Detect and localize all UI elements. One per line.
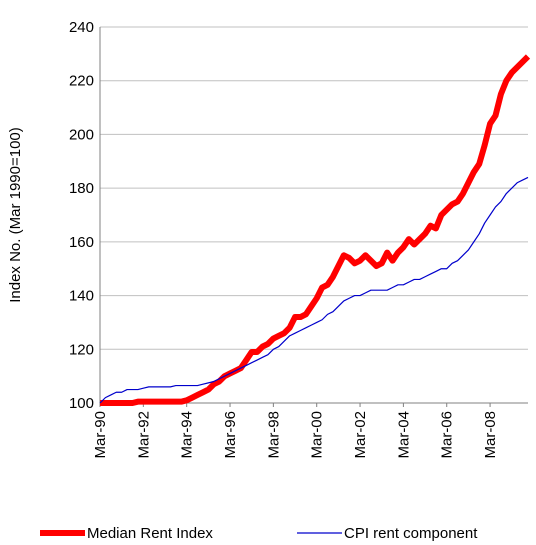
x-tick-label: Mar-02	[352, 411, 369, 459]
legend-label: CPI rent component	[344, 525, 478, 542]
legend-label: Median Rent Index	[87, 525, 213, 542]
y-tick-label: 200	[69, 126, 94, 143]
x-tick-label: Mar-96	[222, 411, 239, 459]
y-tick-label: 220	[69, 73, 94, 90]
y-tick-label: 100	[69, 395, 94, 412]
series-line	[99, 176, 529, 404]
x-tick-label: Mar-90	[92, 411, 109, 459]
y-tick-label: 160	[69, 234, 94, 251]
y-axis-title: Index No. (Mar 1990=100)	[7, 127, 24, 303]
y-tick-label: 120	[69, 341, 94, 358]
y-tick-label: 180	[69, 180, 94, 197]
x-tick-label: Mar-06	[439, 411, 456, 459]
x-tick-label: Mar-94	[179, 411, 196, 459]
x-tick-label: Mar-92	[135, 411, 152, 459]
series-line	[100, 54, 531, 406]
y-tick-label: 240	[69, 19, 94, 36]
x-tick-label: Mar-98	[265, 411, 282, 459]
x-tick-label: Mar-08	[482, 411, 499, 459]
y-tick-label: 140	[69, 288, 94, 305]
x-tick-label: Mar-00	[309, 411, 326, 459]
x-tick-label: Mar-04	[395, 411, 412, 459]
